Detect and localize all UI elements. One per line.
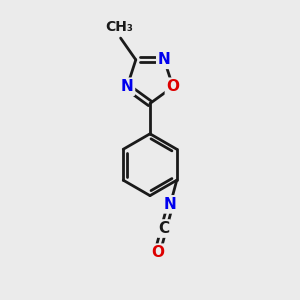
Text: N: N: [164, 197, 177, 212]
Text: N: N: [121, 79, 134, 94]
Text: N: N: [158, 52, 171, 67]
Text: CH₃: CH₃: [105, 20, 133, 34]
Text: O: O: [151, 245, 164, 260]
Text: C: C: [158, 221, 169, 236]
Text: O: O: [167, 79, 179, 94]
